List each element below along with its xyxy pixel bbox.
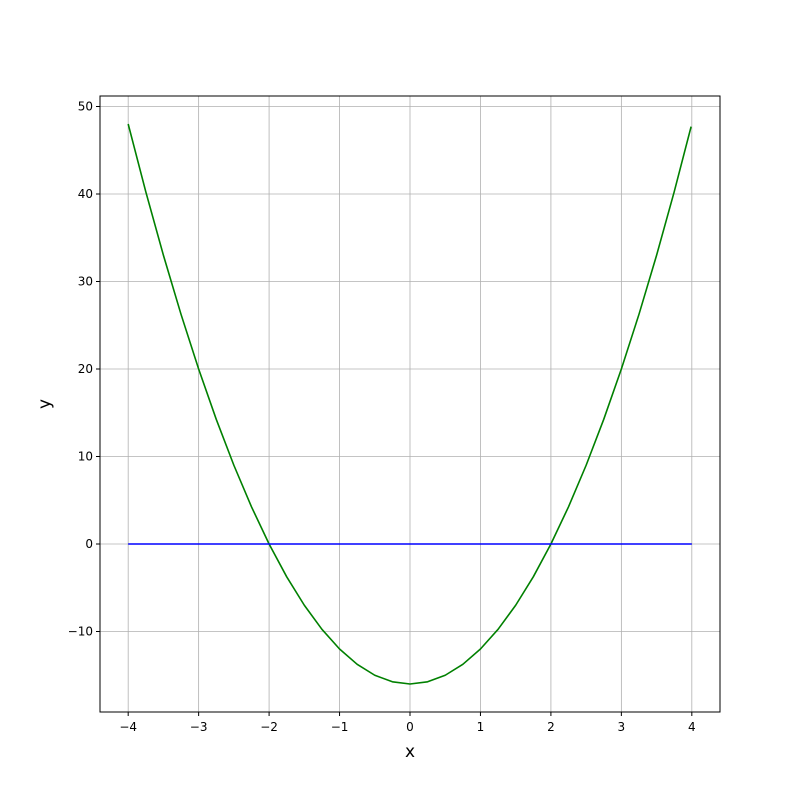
y-tick-label: 20 [78, 362, 93, 376]
x-tick-label: 1 [477, 720, 485, 734]
series-line-0 [127, 123, 692, 685]
x-tick-label: 2 [547, 720, 555, 734]
x-axis: −4 −3 −2 −1 0 1 2 3 4 [119, 712, 696, 734]
x-tick-label: −2 [260, 720, 278, 734]
x-tick-label: −3 [190, 720, 208, 734]
x-axis-label: x [405, 742, 415, 762]
y-tick-label: −10 [68, 625, 93, 639]
y-tick-label: 0 [85, 537, 93, 551]
y-tick-label: 50 [78, 100, 93, 114]
x-tick-label: −1 [331, 720, 349, 734]
y-axis-label: y [35, 399, 55, 409]
x-tick-label: 4 [688, 720, 696, 734]
series-group [127, 123, 692, 685]
y-tick-label: 30 [78, 275, 93, 289]
y-axis: −10 0 10 20 30 40 50 [68, 100, 100, 639]
x-tick-label: −4 [119, 720, 137, 734]
x-tick-label: 3 [618, 720, 626, 734]
y-tick-label: 40 [78, 187, 93, 201]
grid [100, 96, 720, 712]
y-tick-label: 10 [78, 450, 93, 464]
x-tick-label: 0 [406, 720, 414, 734]
